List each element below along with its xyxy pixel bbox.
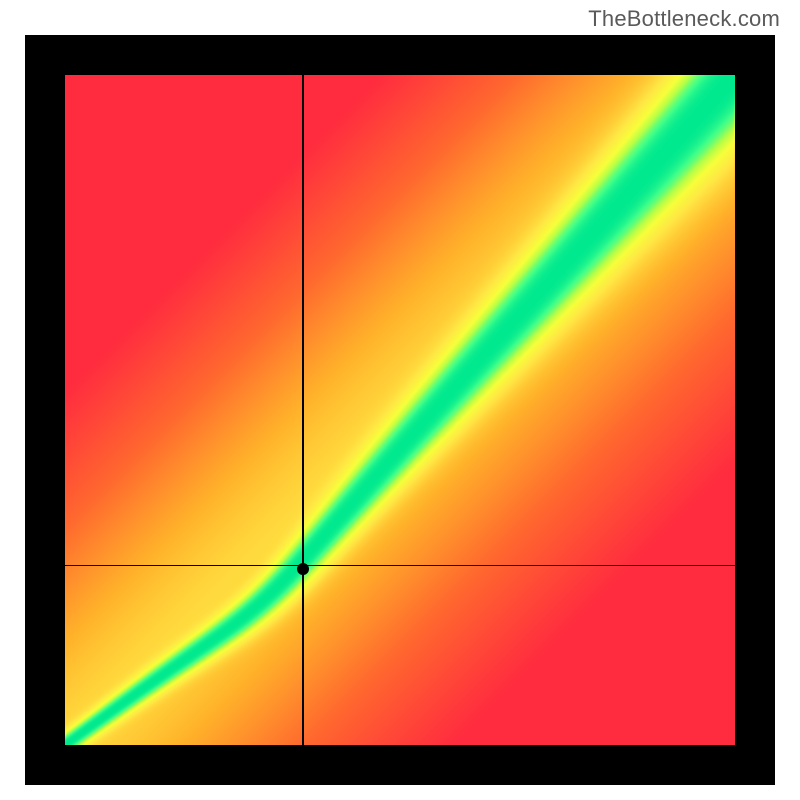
heatmap-canvas	[65, 75, 735, 745]
figure-container: TheBottleneck.com	[0, 0, 800, 800]
heatmap-plot-area	[65, 75, 735, 745]
plot-outer-frame	[25, 35, 775, 785]
attribution-text: TheBottleneck.com	[588, 6, 780, 32]
